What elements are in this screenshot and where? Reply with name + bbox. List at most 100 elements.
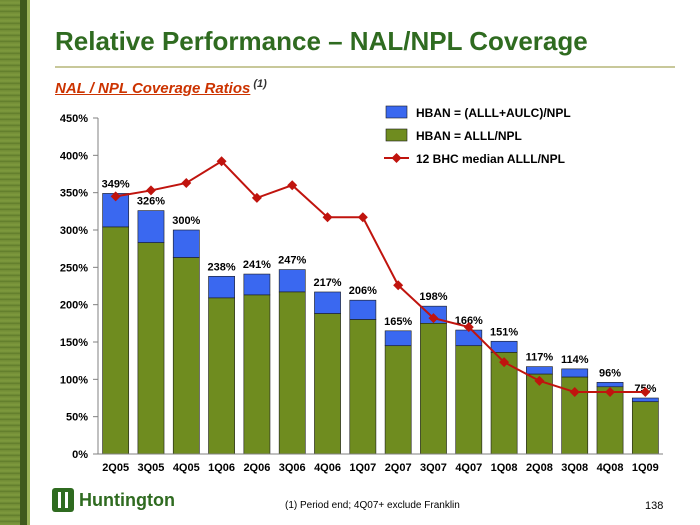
- x-tick-label: 2Q07: [385, 462, 412, 474]
- bar-allll-aulc-npl: [631, 397, 659, 403]
- page-number: 138: [645, 500, 664, 512]
- bar-allll-npl: [102, 226, 130, 455]
- data-label: 217%: [313, 277, 341, 289]
- y-tick-label: 300%: [60, 225, 88, 237]
- data-label: 117%: [526, 352, 554, 364]
- x-tick-label: 3Q08: [561, 462, 588, 474]
- x-tick-label: 4Q08: [597, 462, 624, 474]
- x-tick-label: 4Q07: [455, 462, 482, 474]
- bar-allll-npl: [137, 242, 165, 455]
- bar-allll-aulc-npl: [208, 275, 235, 299]
- bar-allll-npl: [596, 386, 624, 455]
- bar-allll-aulc-npl: [278, 269, 306, 293]
- x-tick-label: 3Q05: [138, 462, 165, 474]
- subtitle-footnote-marker: (1): [253, 78, 267, 90]
- point-bhc-median: [534, 375, 545, 386]
- point-bhc-median: [110, 191, 121, 202]
- huntington-logo-icon: [52, 488, 74, 512]
- x-tick-label: 2Q05: [102, 462, 129, 474]
- bar-allll-aulc-npl: [243, 273, 271, 296]
- bar-allll-npl: [526, 373, 553, 455]
- point-bhc-median: [428, 313, 439, 324]
- legend-label: HBAN = (ALLL+AULC)/NPL: [416, 106, 571, 120]
- legend-swatch-median-marker: [391, 153, 402, 163]
- point-bhc-median: [181, 177, 192, 188]
- point-bhc-median: [145, 185, 156, 196]
- bar-allll-npl: [420, 323, 447, 455]
- bar-allll-aulc-npl: [349, 299, 377, 320]
- bar-allll-npl: [384, 345, 412, 455]
- footnote: (1) Period end; 4Q07+ exclude Franklin: [285, 500, 460, 511]
- bar-allll-npl: [490, 352, 518, 455]
- bar-allll-npl: [243, 294, 271, 455]
- bar-allll-npl: [314, 313, 341, 455]
- decorative-side-stripe: [20, 0, 27, 525]
- chart-subtitle-text: NAL / NPL Coverage Ratios: [55, 80, 251, 97]
- legend-label: HBAN = ALLL/NPL: [416, 129, 522, 143]
- data-label: 241%: [243, 259, 271, 271]
- bar-allll-aulc-npl: [314, 291, 341, 314]
- point-bhc-median: [322, 212, 333, 223]
- point-bhc-median: [569, 387, 580, 398]
- point-bhc-median: [287, 180, 298, 191]
- data-label: 96%: [599, 367, 621, 379]
- y-tick-label: 350%: [60, 188, 88, 200]
- bar-allll-aulc-npl: [526, 366, 553, 375]
- logo-text: Huntington: [79, 489, 175, 510]
- bar-allll-aulc-npl: [455, 329, 483, 347]
- data-label: 198%: [419, 291, 447, 303]
- x-tick-label: 2Q08: [526, 462, 553, 474]
- bar-allll-npl: [278, 291, 306, 455]
- bar-allll-aulc-npl: [596, 382, 624, 388]
- data-label: 300%: [172, 215, 200, 227]
- data-label: 114%: [561, 354, 589, 366]
- data-label: 151%: [490, 326, 518, 338]
- decorative-side-highlight: [27, 0, 30, 525]
- data-label: 166%: [455, 315, 483, 327]
- company-logo: Huntington: [52, 488, 175, 512]
- bar-allll-aulc-npl: [137, 210, 165, 243]
- legend-swatch-allll-npl: [385, 128, 408, 142]
- decorative-side-bar: [0, 0, 20, 525]
- x-tick-label: 1Q08: [491, 462, 518, 474]
- point-bhc-median: [357, 212, 368, 223]
- bar-allll-npl: [172, 257, 200, 455]
- page-title: Relative Performance – NAL/NPL Coverage: [55, 26, 588, 56]
- y-tick-label: 0%: [72, 449, 88, 461]
- point-bhc-median: [605, 387, 616, 398]
- y-tick-label: 250%: [60, 262, 88, 274]
- bar-allll-aulc-npl: [490, 340, 518, 353]
- x-tick-label: 2Q06: [243, 462, 270, 474]
- x-tick-label: 3Q06: [279, 462, 306, 474]
- series-line-bhc-median: [115, 160, 646, 394]
- y-tick-label: 450%: [60, 113, 88, 125]
- point-bhc-median: [463, 322, 474, 333]
- title-divider: [55, 66, 675, 68]
- data-label: 247%: [278, 255, 306, 267]
- point-bhc-median: [499, 357, 510, 368]
- data-label: 326%: [137, 196, 165, 208]
- data-label: 349%: [102, 178, 130, 190]
- legend-swatch-allll-aulc: [385, 105, 408, 119]
- bar-allll-npl: [455, 345, 483, 455]
- bar-allll-npl: [208, 297, 235, 455]
- y-tick-label: 200%: [60, 300, 88, 312]
- bar-allll-aulc-npl: [384, 330, 412, 347]
- x-tick-label: 3Q07: [420, 462, 447, 474]
- point-bhc-median: [640, 387, 651, 398]
- y-tick-label: 100%: [60, 374, 88, 386]
- bar-allll-npl: [631, 401, 659, 455]
- x-tick-label: 4Q06: [314, 462, 341, 474]
- y-tick-label: 150%: [60, 337, 88, 349]
- chart-subtitle: NAL / NPL Coverage Ratios (1): [55, 78, 267, 97]
- x-tick-label: 1Q06: [208, 462, 235, 474]
- data-label: 206%: [349, 285, 377, 297]
- point-bhc-median: [216, 156, 227, 167]
- point-bhc-median: [251, 192, 262, 203]
- data-label: 238%: [208, 261, 236, 273]
- legend-label: 12 BHC median ALLL/NPL: [416, 152, 565, 166]
- y-tick-label: 50%: [66, 412, 88, 424]
- y-tick-label: 400%: [60, 150, 88, 162]
- bar-allll-aulc-npl: [172, 229, 200, 258]
